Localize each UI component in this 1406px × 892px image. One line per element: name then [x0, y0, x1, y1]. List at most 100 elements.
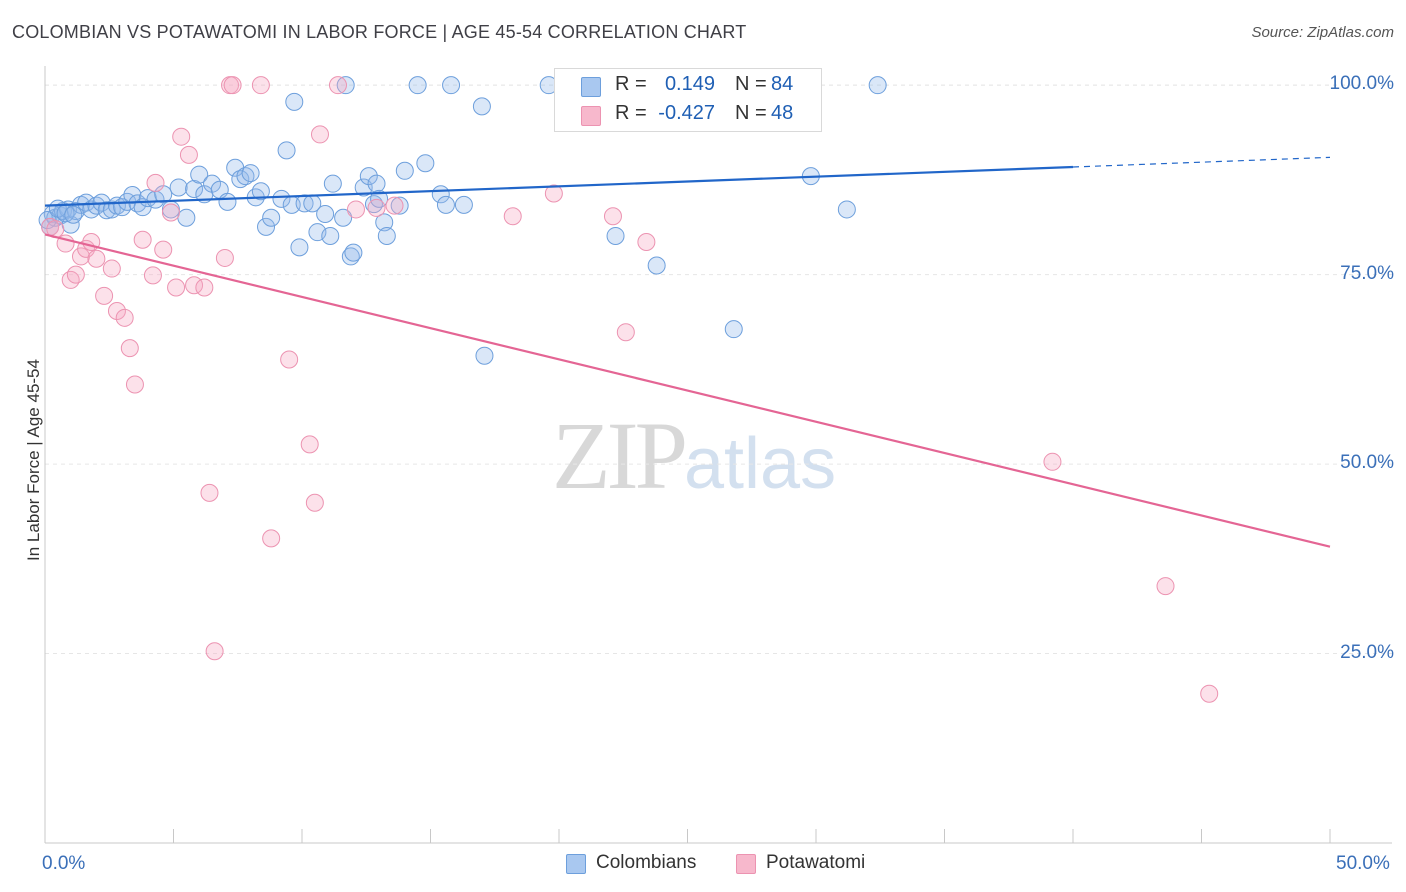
- point-potawatomi-13: [120, 339, 139, 358]
- n-label: N =: [735, 73, 767, 95]
- point-colombians-68: [436, 195, 455, 214]
- point-colombians-78: [837, 200, 856, 219]
- point-colombians-66: [416, 154, 435, 173]
- point-colombians-32: [218, 192, 237, 211]
- x-tick-label-min: 0.0%: [42, 853, 86, 874]
- point-potawatomi-42: [616, 323, 635, 342]
- stats-swatch-colombians: [581, 77, 601, 97]
- point-potawatomi-41: [603, 207, 622, 226]
- trend-line-potawatomi: [44, 233, 1331, 548]
- point-potawatomi-17: [146, 173, 165, 192]
- point-colombians-11: [87, 196, 106, 215]
- point-potawatomi-19: [161, 203, 180, 222]
- point-colombians-63: [390, 196, 409, 215]
- watermark-zip: ZIP: [552, 402, 688, 509]
- point-potawatomi-33: [300, 435, 319, 454]
- point-colombians-53: [336, 76, 355, 95]
- point-colombians-35: [236, 167, 255, 186]
- point-colombians-75: [647, 256, 666, 275]
- point-colombians-38: [251, 182, 270, 201]
- point-colombians-57: [359, 167, 378, 186]
- point-potawatomi-11: [107, 301, 126, 320]
- point-potawatomi-38: [385, 196, 404, 215]
- source-label: Source: ZipAtlas.com: [1251, 24, 1394, 41]
- point-potawatomi-37: [346, 200, 365, 219]
- point-colombians-39: [257, 217, 276, 236]
- point-colombians-79: [868, 76, 887, 95]
- point-potawatomi-24: [195, 278, 214, 297]
- n-value: 84: [771, 73, 794, 95]
- point-potawatomi-22: [179, 145, 198, 164]
- point-potawatomi-35: [310, 125, 329, 144]
- point-colombians-64: [395, 161, 414, 180]
- y-tick-label: 100.0%: [1329, 73, 1394, 95]
- point-potawatomi-10: [102, 259, 121, 278]
- chart-title: COLOMBIAN VS POTAWATOMI IN LABOR FORCE |…: [12, 22, 747, 42]
- point-potawatomi-8: [87, 249, 106, 268]
- stats-row-colombians: R = 0.149 N = 84: [555, 71, 821, 101]
- r-label: R =: [615, 102, 647, 124]
- n-label: N =: [735, 102, 767, 124]
- legend-label-potawatomi: Potawatomi: [766, 852, 866, 873]
- r-value: -0.427: [658, 102, 715, 124]
- point-potawatomi-25: [200, 483, 219, 502]
- point-colombians-45: [290, 238, 309, 257]
- point-colombians-69: [442, 76, 461, 95]
- point-potawatomi-9: [95, 286, 114, 305]
- r-value: 0.149: [664, 73, 715, 95]
- x-tick-label-max: 50.0%: [1336, 853, 1390, 874]
- point-colombians-42: [277, 141, 296, 160]
- stats-row-potawatomi: R = -0.427 N = 48: [555, 100, 821, 130]
- point-colombians-65: [408, 76, 427, 95]
- point-potawatomi-39: [503, 207, 522, 226]
- point-colombians-70: [454, 195, 473, 214]
- point-colombians-44: [285, 92, 304, 111]
- n-value: 48: [771, 102, 794, 124]
- point-colombians-41: [272, 189, 291, 208]
- point-potawatomi-31: [262, 529, 281, 548]
- point-potawatomi-46: [1200, 684, 1219, 703]
- point-potawatomi-15: [133, 230, 152, 249]
- point-potawatomi-34: [305, 493, 324, 512]
- point-potawatomi-16: [143, 266, 162, 285]
- point-potawatomi-44: [1043, 452, 1062, 471]
- point-colombians-62: [377, 226, 396, 245]
- y-tick-label: 75.0%: [1340, 262, 1394, 284]
- stats-swatch-potawatomi: [581, 106, 601, 126]
- point-colombians-80: [38, 211, 57, 230]
- point-colombians-52: [334, 208, 353, 227]
- point-colombians-25: [169, 178, 188, 197]
- point-potawatomi-36: [328, 76, 347, 95]
- point-colombians-27: [185, 179, 204, 198]
- legend-label-colombians: Colombians: [596, 852, 697, 873]
- point-colombians-40: [262, 208, 281, 227]
- point-colombians-61: [375, 213, 394, 232]
- point-colombians-59: [367, 174, 386, 193]
- point-potawatomi-27: [215, 248, 234, 267]
- point-colombians-36: [241, 164, 260, 183]
- point-potawatomi-32: [280, 350, 299, 369]
- y-tick-label: 50.0%: [1340, 452, 1394, 474]
- stats-box: R = 0.149 N = 84 R = -0.427 N = 48: [554, 68, 822, 132]
- point-potawatomi-30: [251, 76, 270, 95]
- y-tick-label: 25.0%: [1340, 641, 1394, 663]
- point-colombians-49: [316, 204, 335, 223]
- trend-line-colombians: [44, 165, 1074, 207]
- point-potawatomi-45: [1156, 577, 1175, 596]
- point-colombians-13: [97, 201, 116, 220]
- point-potawatomi-12: [115, 308, 134, 327]
- point-colombians-83: [64, 205, 83, 224]
- point-colombians-50: [321, 226, 340, 245]
- point-potawatomi-18: [154, 240, 173, 259]
- watermark: ZIPatlas: [552, 400, 836, 511]
- point-potawatomi-20: [167, 278, 186, 297]
- point-colombians-71: [472, 97, 491, 116]
- point-colombians-55: [344, 243, 363, 262]
- legend-swatch-colombians: [566, 854, 586, 874]
- point-colombians-51: [323, 174, 342, 193]
- point-potawatomi-4: [66, 265, 85, 284]
- point-colombians-34: [231, 170, 250, 189]
- point-potawatomi-26: [205, 642, 224, 661]
- point-potawatomi-40: [544, 184, 563, 203]
